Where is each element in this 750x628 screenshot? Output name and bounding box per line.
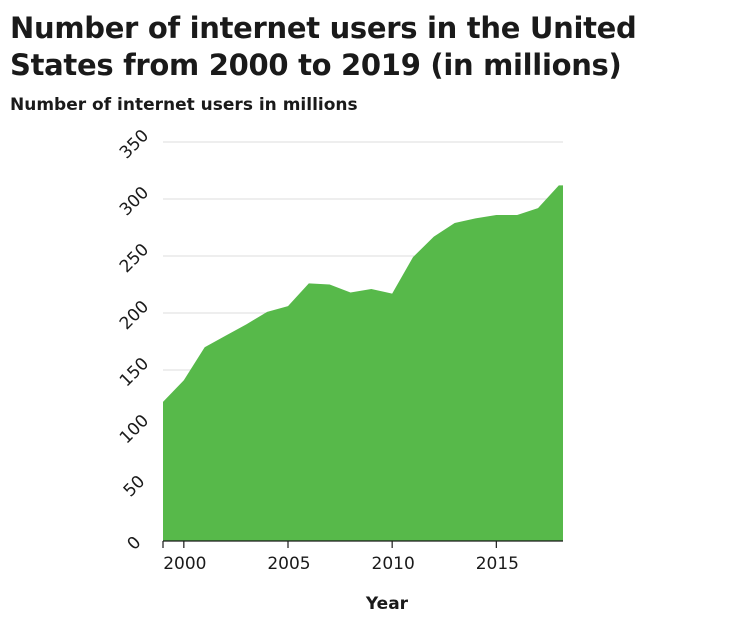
y-tick-label: 200 [116,297,153,334]
y-tick-labels: 0 50 100 150 200 250 300 350 [116,126,153,554]
x-tick-label: 2005 [267,554,310,574]
x-tick-label: 2015 [476,554,519,574]
y-tick-label: 350 [116,126,153,163]
area-series-fill [163,185,563,541]
y-axis-label: Number of internet users in millions [10,95,358,115]
x-tick-labels: 2000 2005 2010 2015 [163,554,519,574]
y-tick-label: 100 [116,411,153,448]
y-tick-label: 250 [116,240,153,277]
y-tick-label: 300 [116,183,153,220]
axes [162,540,563,548]
y-tick-label: 50 [120,472,149,501]
chart-title: Number of internet users in the United S… [10,11,637,82]
x-axis-label: Year [365,594,409,614]
y-tick-label: 0 [124,533,146,555]
x-tick-label: 2000 [163,554,206,574]
x-tick-label: 2010 [372,554,415,574]
area-series [163,185,563,541]
y-tick-label: 150 [116,354,153,391]
